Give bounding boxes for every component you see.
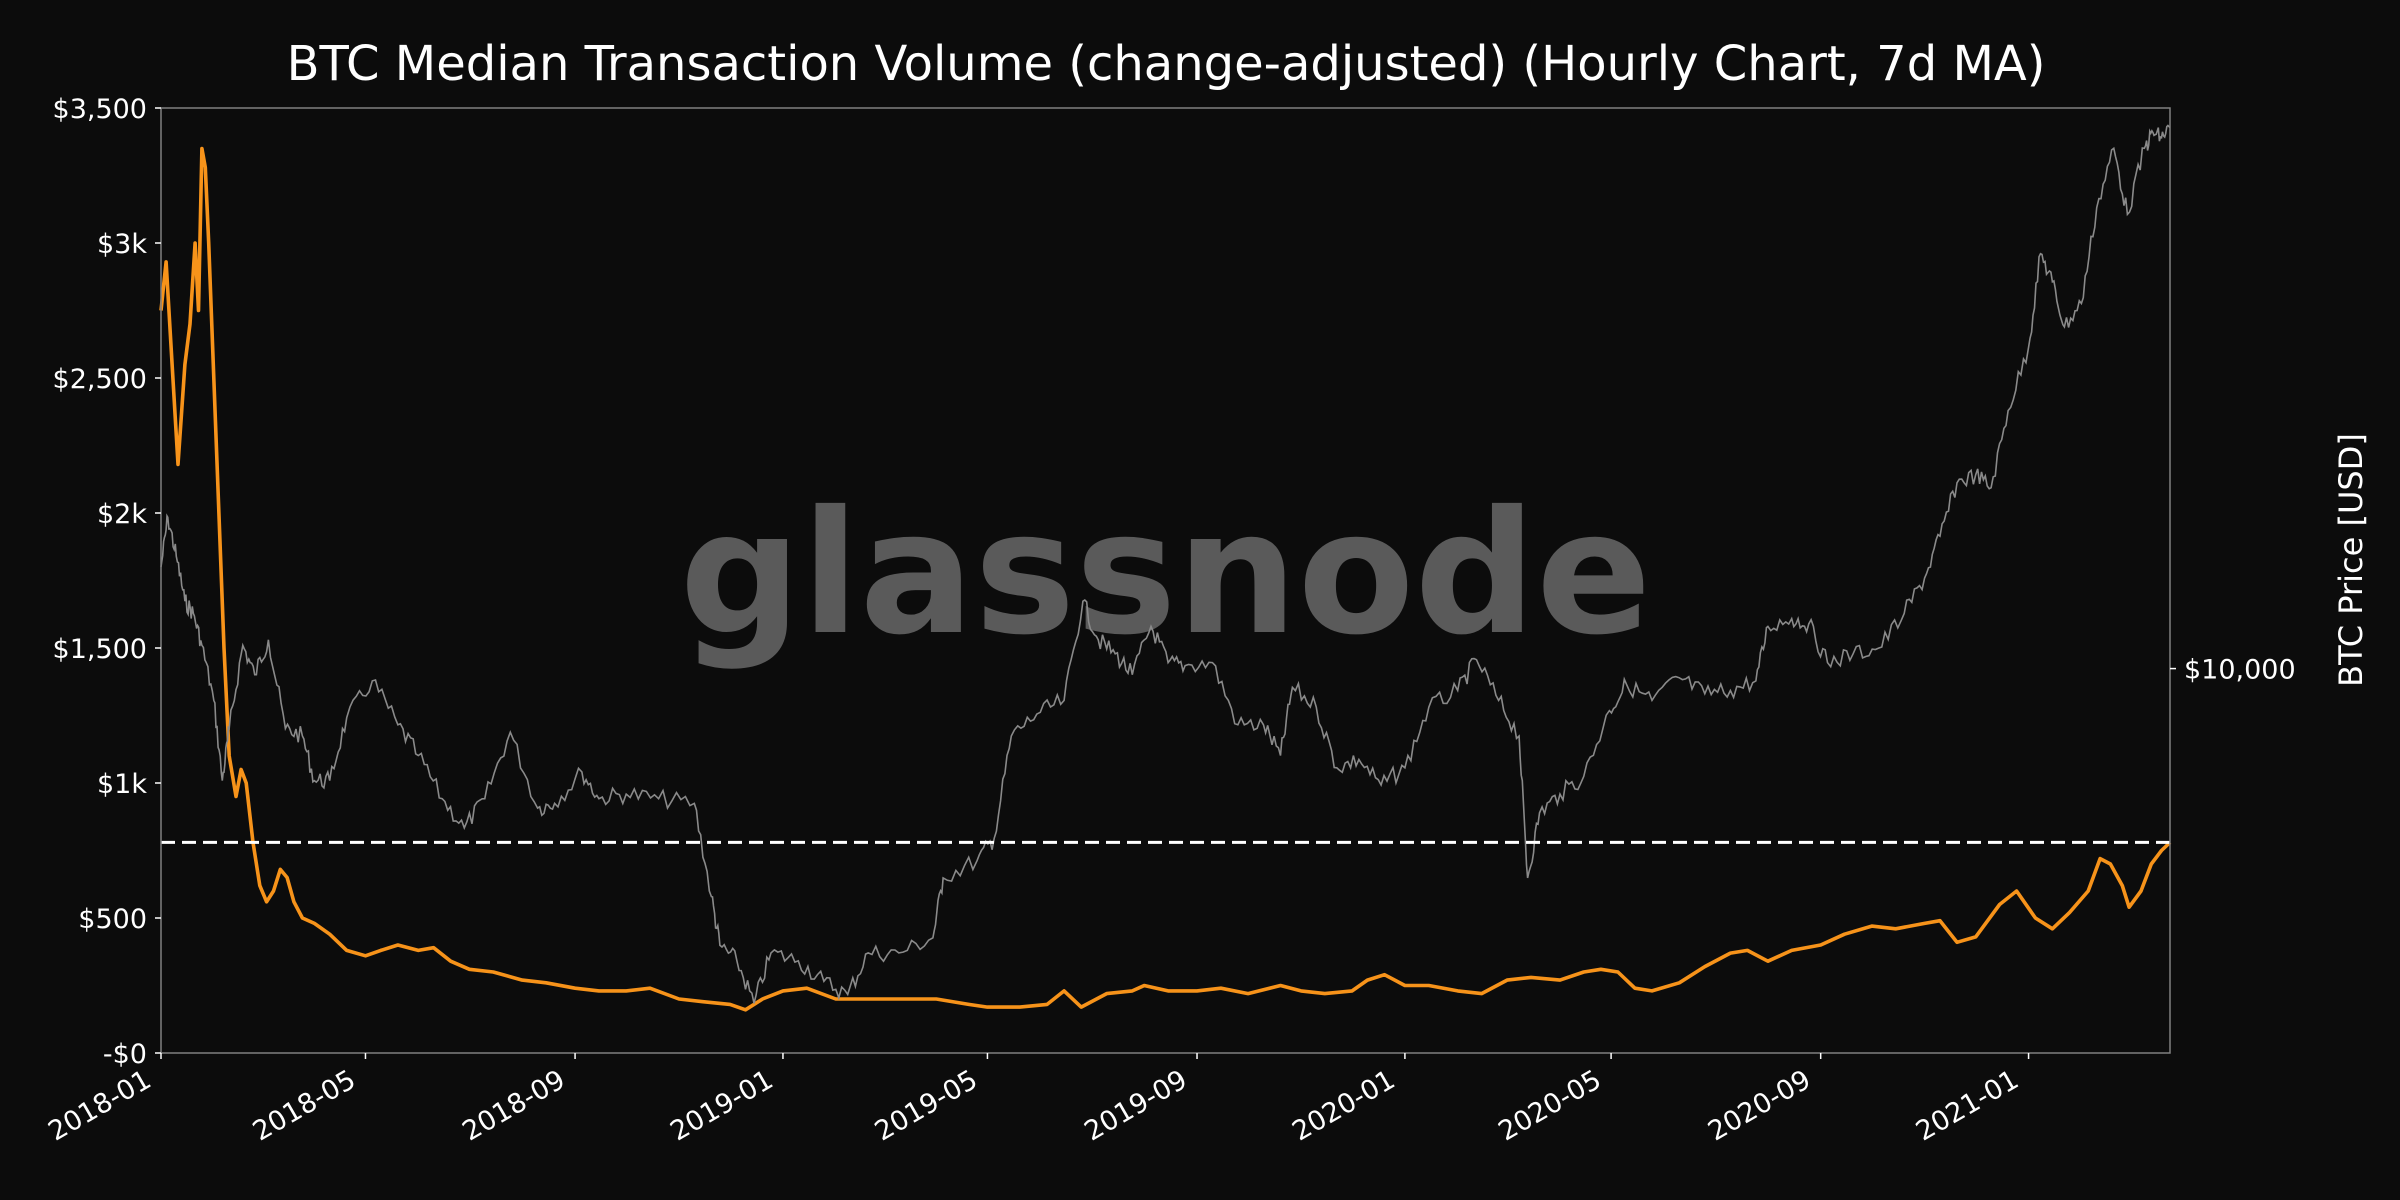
volume-line <box>159 146 2172 1012</box>
plot-area: glassnode <box>159 124 2172 1012</box>
y-tick-label: $3,500 <box>53 94 147 125</box>
price-line <box>160 124 2171 1004</box>
y-tick-label: $3k <box>97 229 147 260</box>
y-tick-label: $1k <box>97 769 147 800</box>
y-tick-label: $2,500 <box>53 364 147 395</box>
y-tick-label: -$0 <box>103 1039 147 1070</box>
chart-title: BTC Median Transaction Volume (change-ad… <box>287 36 2046 92</box>
y-tick-label: $500 <box>78 904 147 935</box>
watermark: glassnode <box>680 475 1652 673</box>
y-right-tick-label: $10,000 <box>2184 655 2296 686</box>
y-tick-label: $1,500 <box>53 634 147 665</box>
y-tick-label: $2k <box>97 499 147 530</box>
plot-frame <box>160 107 2171 1054</box>
right-axis-label: BTC Price [USD] <box>2332 433 2370 687</box>
